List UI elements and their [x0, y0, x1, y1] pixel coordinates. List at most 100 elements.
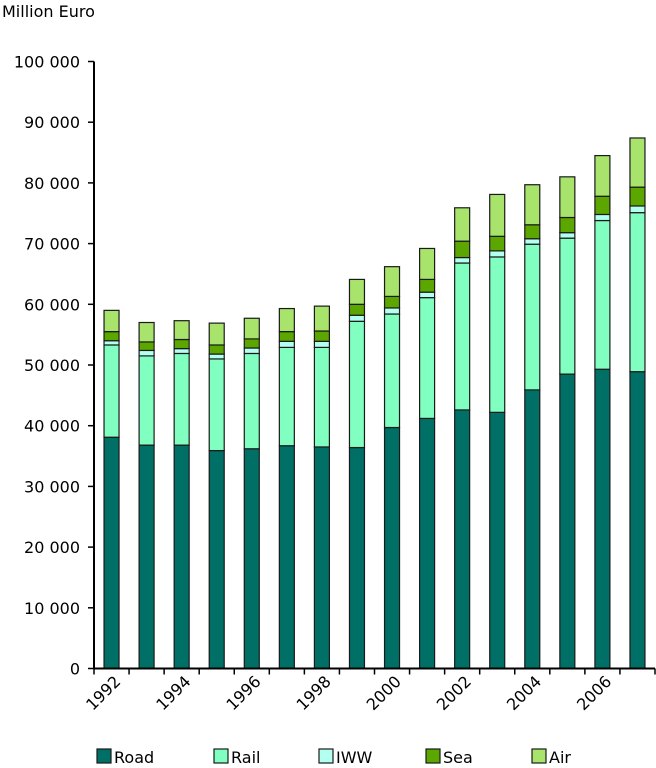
x-tick-label: 2002: [433, 672, 475, 714]
legend-label: IWW: [336, 748, 373, 767]
bar-segment-sea-2003: [489, 235, 506, 252]
bar-segment-sea-1993: [138, 341, 155, 352]
bar-segment-rail-2001: [418, 297, 436, 420]
bar-segment-road-2006: [594, 368, 611, 670]
bar-stack-2005: [559, 176, 576, 670]
bar-segment-iww-2000: [383, 307, 401, 315]
legend-label: Road: [114, 748, 154, 767]
bar-segment-air-1996: [243, 317, 260, 340]
bar-segment-sea-2000: [383, 295, 401, 309]
y-unit-label: Million Euro: [2, 2, 95, 21]
bar-segment-rail-1997: [278, 346, 295, 447]
bars: [103, 137, 646, 670]
bar-segment-air-1997: [278, 307, 295, 333]
y-tick-label: 30 000: [24, 477, 80, 496]
bar-segment-iww-1994: [173, 348, 190, 355]
bar-stack-1995: [208, 322, 225, 670]
bar-segment-road-1999: [348, 446, 366, 670]
bar-stack-2001: [418, 247, 436, 670]
bar-segment-iww-1993: [138, 349, 155, 357]
bar-segment-sea-1994: [173, 338, 190, 350]
bar-segment-iww-2001: [418, 291, 436, 299]
bar-segment-sea-1996: [243, 338, 260, 349]
bar-segment-sea-1995: [208, 344, 225, 355]
bar-segment-air-2001: [418, 247, 436, 281]
bar-segment-iww-1997: [278, 340, 295, 348]
bar-segment-sea-2005: [559, 216, 576, 234]
bar-segment-road-1992: [103, 436, 120, 670]
x-tick-label: 1994: [152, 672, 194, 714]
bar-segment-rail-1998: [313, 346, 331, 448]
bar-stack-2006: [594, 154, 611, 670]
bar-stack-2003: [489, 193, 506, 670]
legend-swatch: [531, 748, 547, 764]
bar-segment-sea-2001: [418, 278, 436, 293]
bar-segment-air-2005: [559, 176, 576, 219]
y-tick-label: 20 000: [24, 538, 80, 557]
bar-segment-rail-2005: [559, 237, 576, 375]
legend-swatch: [96, 748, 112, 764]
legend-item-road: Road: [96, 748, 154, 767]
bar-stack-1992: [103, 309, 120, 670]
y-tick-label: 80 000: [24, 174, 80, 193]
bar-stack-2002: [454, 207, 471, 670]
y-tick-label: 60 000: [24, 295, 80, 314]
bar-segment-rail-1995: [208, 358, 225, 452]
bar-segment-iww-1992: [103, 340, 120, 346]
bar-segment-sea-2007: [629, 186, 646, 207]
bar-segment-iww-1996: [243, 347, 260, 355]
bar-segment-air-1993: [138, 321, 155, 343]
y-axis-ticks: 0 10 000 20 000 30 000 40 000 50 000 60 000 70 …: [14, 53, 94, 679]
bar-segment-sea-2006: [594, 195, 611, 216]
legend-swatch: [318, 748, 334, 764]
bar-segment-air-1999: [348, 278, 366, 305]
bar-segment-rail-2003: [489, 256, 506, 413]
x-tick-label: 1998: [293, 672, 335, 714]
bar-segment-sea-1999: [348, 303, 366, 316]
bar-segment-road-2003: [489, 411, 506, 670]
legend: Road Rail IWW Sea Air: [96, 748, 571, 767]
bar-segment-air-1995: [208, 322, 225, 346]
bar-segment-sea-1992: [103, 331, 120, 342]
bar-segment-iww-2003: [489, 250, 506, 258]
bar-stack-1999: [348, 278, 366, 670]
bar-segment-iww-2004: [524, 238, 541, 245]
bar-segment-road-2005: [559, 373, 576, 670]
bar-segment-sea-2004: [524, 224, 541, 240]
bar-segment-rail-2002: [454, 262, 471, 411]
x-axis-ticks: 1992 1994 1996 1998 2000 2002 2004 2006: [82, 668, 656, 714]
bar-stack-1996: [243, 317, 260, 670]
legend-label: Air: [549, 748, 571, 767]
bar-segment-air-2002: [454, 207, 471, 242]
bar-segment-iww-2002: [454, 256, 471, 264]
legend-label: Sea: [443, 748, 473, 767]
x-tick-label: 2004: [503, 672, 545, 714]
legend-item-iww: IWW: [318, 748, 373, 767]
bar-segment-iww-2007: [629, 205, 646, 214]
bar-segment-iww-1999: [348, 314, 366, 322]
bar-stack-2007: [629, 137, 646, 670]
legend-swatch: [213, 748, 229, 764]
bar-segment-rail-2004: [524, 243, 541, 391]
bar-segment-road-2001: [418, 417, 436, 670]
bar-segment-iww-2006: [594, 213, 611, 222]
x-tick-label: 1992: [82, 672, 124, 714]
bar-segment-road-1998: [313, 446, 331, 670]
bar-segment-iww-1995: [208, 353, 225, 360]
bar-segment-road-2007: [629, 371, 646, 670]
legend-item-rail: Rail: [213, 748, 260, 767]
bar-segment-rail-1996: [243, 352, 260, 450]
y-tick-label: 100 000: [14, 53, 80, 72]
bar-segment-air-2007: [629, 137, 646, 188]
bar-stack-1997: [278, 307, 295, 670]
legend-swatch: [425, 748, 441, 764]
y-tick-label: 50 000: [24, 356, 80, 375]
y-tick-label: 10 000: [24, 599, 80, 618]
bar-segment-iww-2005: [559, 232, 576, 239]
legend-label: Rail: [231, 748, 260, 767]
x-tick-label: 2006: [573, 672, 615, 714]
bar-segment-rail-1999: [348, 320, 366, 449]
bar-segment-rail-1992: [103, 344, 120, 438]
bar-segment-rail-2006: [594, 219, 611, 370]
bar-segment-sea-1997: [278, 331, 295, 342]
